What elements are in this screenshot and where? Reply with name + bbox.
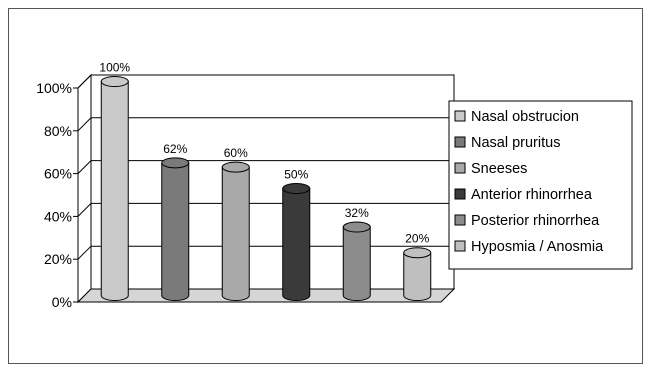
gridline — [77, 245, 454, 260]
bar-4 — [282, 183, 311, 301]
data-label: 20% — [405, 232, 429, 246]
y-tick-label: 60% — [44, 166, 72, 182]
bar-top — [403, 247, 432, 259]
y-tick-label: 40% — [44, 208, 72, 224]
legend-label: Hyposmia / Anosmia — [471, 239, 604, 255]
bar-body — [403, 252, 432, 301]
bar-body — [282, 188, 311, 301]
y-tick-label: 20% — [44, 251, 72, 267]
y-tick-label: 100% — [36, 80, 72, 96]
bar-top — [342, 221, 371, 233]
legend-entry: Anterior rhinorrhea — [454, 187, 593, 203]
legend-swatch — [454, 214, 466, 226]
legend-entry: Nasal obstrucion — [454, 109, 579, 125]
gridline — [77, 202, 454, 217]
floor — [76, 288, 456, 303]
data-label: 32% — [345, 206, 369, 220]
bar-top — [282, 183, 311, 194]
bar-body — [221, 166, 250, 301]
bar-2 — [161, 157, 190, 301]
data-label: 50% — [284, 168, 308, 182]
back-wall — [90, 74, 455, 290]
legend-entry: Posterior rhinorrhea — [454, 213, 600, 229]
legend-swatch — [454, 188, 466, 200]
legend-label: Nasal pruritus — [471, 135, 560, 151]
bar-body — [161, 162, 190, 301]
gridline — [77, 117, 454, 132]
gridline — [77, 74, 454, 89]
bar-body — [100, 81, 129, 301]
y-tick-label: 80% — [44, 123, 72, 139]
legend-swatch — [454, 240, 466, 252]
gridline — [77, 160, 454, 174]
data-label: 60% — [224, 146, 248, 160]
legend-entry: Nasal pruritus — [454, 135, 560, 151]
legend-swatch — [454, 110, 466, 122]
bar-top — [100, 76, 129, 87]
legend-swatch — [454, 136, 466, 148]
legend-entry: Sneeses — [454, 161, 527, 177]
bar-top — [221, 161, 250, 173]
legend-label: Anterior rhinorrhea — [471, 187, 593, 203]
bar-body — [342, 226, 371, 301]
data-label: 62% — [163, 142, 187, 156]
legend-box — [448, 100, 633, 270]
data-label: 100% — [99, 61, 130, 75]
y-tick-label: 0% — [52, 294, 72, 310]
bar-5 — [342, 221, 371, 301]
legend-label: Nasal obstrucion — [471, 109, 579, 125]
bar-6 — [403, 247, 432, 301]
legend-swatch — [454, 162, 466, 174]
legend-label: Sneeses — [471, 161, 527, 177]
legend-label: Posterior rhinorrhea — [471, 213, 600, 229]
bar-1 — [100, 76, 129, 301]
bar-top — [161, 157, 190, 169]
bar-3 — [221, 161, 250, 301]
legend-entry: Hyposmia / Anosmia — [454, 239, 604, 255]
side-wall — [77, 73, 92, 304]
